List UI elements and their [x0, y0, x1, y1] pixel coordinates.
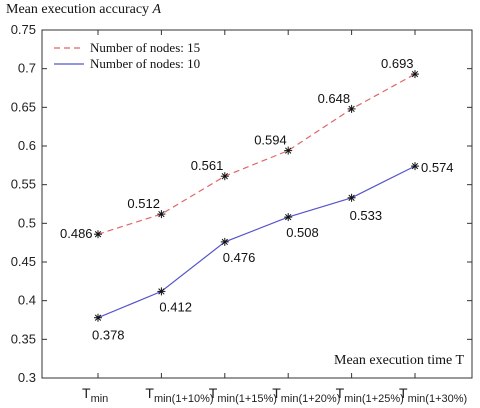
data-label: 0.693	[381, 56, 414, 71]
data-point-marker	[94, 230, 102, 239]
y-tick-label: 0.65	[11, 99, 36, 114]
data-point-marker	[220, 237, 229, 246]
legend-label: Number of nodes: 15	[90, 40, 200, 55]
marker-stroke	[158, 210, 165, 218]
x-tick-label-main: T	[145, 385, 154, 401]
x-tick-label-main: T	[272, 385, 281, 401]
x-tick-label-sub: min(1+15%)	[217, 393, 277, 405]
y-tick-label: 0.4	[18, 293, 36, 308]
data-point-marker	[157, 210, 166, 219]
x-tick-label-sub: min(1+20%)	[281, 393, 341, 405]
y-axis-symbol: A	[152, 2, 162, 17]
x-tick-label: Tmin(1+30%)	[399, 385, 467, 405]
data-point-marker	[94, 313, 102, 322]
data-point-marker	[284, 213, 293, 222]
data-label: 0.561	[191, 158, 224, 173]
data-point-marker	[220, 172, 229, 181]
y-tick-label: 0.55	[11, 177, 36, 192]
data-point-marker	[284, 146, 293, 155]
data-label: 0.574	[421, 160, 454, 175]
x-tick-label-main: T	[209, 385, 218, 401]
marker-stroke	[221, 173, 228, 180]
series-line-nodes-10	[97, 165, 416, 319]
data-point-marker	[157, 287, 166, 296]
marker-stroke	[348, 105, 355, 113]
marker-stroke	[285, 147, 292, 154]
marker-stroke	[411, 162, 419, 170]
y-tick-label: 0.3	[18, 370, 36, 385]
data-point-marker	[411, 162, 419, 171]
marker-stroke	[285, 213, 292, 221]
x-tick-label-main: T	[336, 385, 345, 401]
marker-stroke	[94, 314, 102, 321]
x-axis-title: Mean execution time T	[334, 353, 464, 368]
data-label: 0.512	[127, 196, 160, 211]
marker-stroke	[348, 194, 355, 201]
data-point-marker	[411, 70, 419, 79]
plot-frame	[41, 29, 473, 379]
x-tick-label: Tmin(1+20%)	[272, 385, 340, 405]
data-label: 0.412	[159, 299, 192, 314]
y-axis-ticks: 0.3 0.35 0.4 0.45 0.5 0.55 0.6 0.65 0.7 0.75	[11, 22, 472, 385]
y-tick-label: 0.6	[18, 138, 36, 153]
data-label: 0.486	[60, 226, 93, 241]
y-tick-label: 0.75	[11, 22, 36, 37]
x-tick-label-main: T	[399, 385, 408, 401]
y-tick-label: 0.45	[11, 254, 36, 269]
x-tick-label: Tmin(1+25%)	[336, 385, 404, 405]
marker-stroke	[158, 288, 165, 295]
series-line-nodes-15	[97, 73, 416, 235]
data-label: 0.648	[318, 91, 351, 106]
y-axis-title: Mean execution accuracy A	[6, 2, 161, 18]
data-label: 0.533	[350, 208, 383, 223]
x-tick-label: Tmin(1+15%)	[209, 385, 277, 405]
x-tick-label-sub: min(1+30%)	[408, 393, 468, 405]
marker-stroke	[411, 70, 419, 78]
data-labels: 0.486 0.512 0.561 0.594 0.648 0.693 0.378 0.412…	[60, 56, 454, 343]
y-tick-label: 0.35	[11, 331, 36, 346]
y-axis-title-text: Mean execution accuracy	[6, 2, 150, 17]
legend-label: Number of nodes: 10	[90, 56, 200, 71]
data-label: 0.378	[92, 328, 125, 343]
x-axis-ticks: Tmin Tmin(1+10%)Tmin(1+15%)Tmin(1+20%)Tmi…	[82, 30, 467, 405]
data-label: 0.476	[223, 250, 256, 265]
y-tick-label: 0.5	[18, 215, 36, 230]
x-tick-label-main: T	[82, 385, 91, 401]
y-tick-label: 0.7	[18, 61, 36, 76]
x-tick-label-sub: min(1+10%)	[154, 393, 214, 405]
x-tick-label: Tmin	[82, 385, 108, 405]
marker-stroke	[94, 231, 102, 238]
x-tick-label-sub: min	[91, 393, 109, 405]
data-point-marker	[347, 193, 356, 202]
marker-stroke	[221, 238, 228, 246]
series-layer	[94, 70, 419, 322]
x-tick-label-sub: min(1+25%)	[344, 393, 404, 405]
data-point-marker	[347, 104, 356, 113]
x-tick-label: Tmin(1+10%)	[145, 385, 213, 405]
plot-border	[41, 29, 473, 379]
data-label: 0.594	[254, 133, 287, 148]
data-label: 0.508	[286, 225, 319, 240]
